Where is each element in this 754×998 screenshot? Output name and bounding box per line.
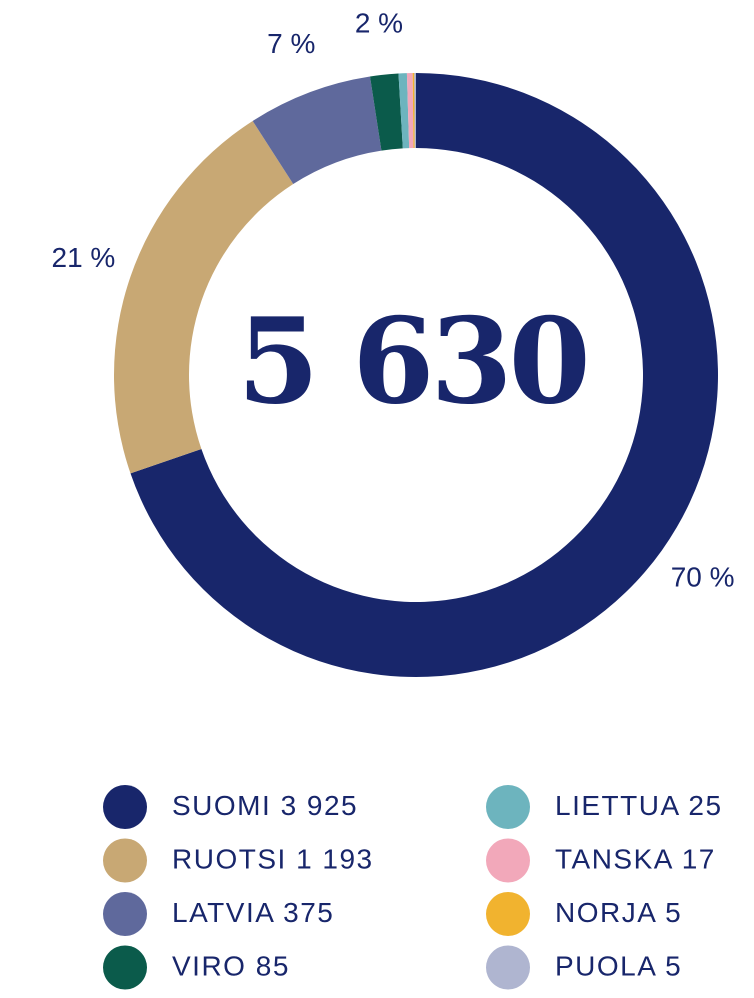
legend-name: RUOTSI [172,844,287,875]
percent-label: 70 % [671,562,735,593]
percent-label: 21 % [52,242,116,273]
legend-swatch [486,892,530,936]
legend-name: LIETTUA [555,790,679,821]
legend-value: 3 925 [281,790,359,821]
legend-swatch [103,785,147,829]
donut-slice [414,73,416,149]
donut-slice [113,120,294,474]
legend-entry: LIETTUA 25 [555,790,723,821]
legend-entry: RUOTSI 1 193 [172,844,374,875]
legend-swatch [486,945,530,990]
legend-value: 1 193 [296,844,374,875]
legend-name: NORJA [555,897,656,928]
legend-value: 85 [256,951,290,982]
legend-name: PUOLA [555,951,656,982]
legend-value: 17 [682,844,716,875]
legend-swatch [486,785,530,829]
legend-entry: NORJA 5 [555,897,682,928]
legend-name: TANSKA [555,844,673,875]
donut-slice [370,73,403,151]
legend-entry: TANSKA 17 [555,844,716,875]
legend-entry: PUOLA 5 [555,951,682,982]
donut-slice [398,73,410,149]
donut-slice [252,76,382,185]
legend-swatch [486,838,530,883]
legend-swatch [103,838,147,883]
legend-value: 375 [283,897,334,928]
donut-slice [406,73,414,149]
percent-label: 7 % [267,28,315,59]
legend-value: 5 [665,951,682,982]
legend-value: 25 [688,790,722,821]
legend-name: LATVIA [172,897,274,928]
legend-name: SUOMI [172,790,271,821]
legend-entry: VIRO 85 [172,951,290,982]
legend-entry: LATVIA 375 [172,897,334,928]
legend-entry: SUOMI 3 925 [172,790,358,821]
legend-value: 5 [665,897,682,928]
legend-swatch [103,892,147,936]
legend-swatch [103,945,147,990]
legend-name: VIRO [172,951,246,982]
donut-slice [412,73,415,149]
percent-label: 2 % [355,7,403,38]
center-total: 5 630 [237,292,587,431]
